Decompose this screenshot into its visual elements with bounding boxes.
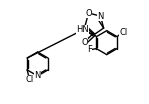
Text: HN: HN [76, 25, 89, 34]
Text: O: O [85, 9, 92, 17]
Text: O: O [82, 38, 88, 47]
Text: N: N [34, 71, 41, 80]
Text: N: N [97, 12, 104, 21]
Text: Cl: Cl [119, 28, 127, 37]
Text: F: F [87, 45, 91, 54]
Text: Cl: Cl [26, 75, 34, 84]
